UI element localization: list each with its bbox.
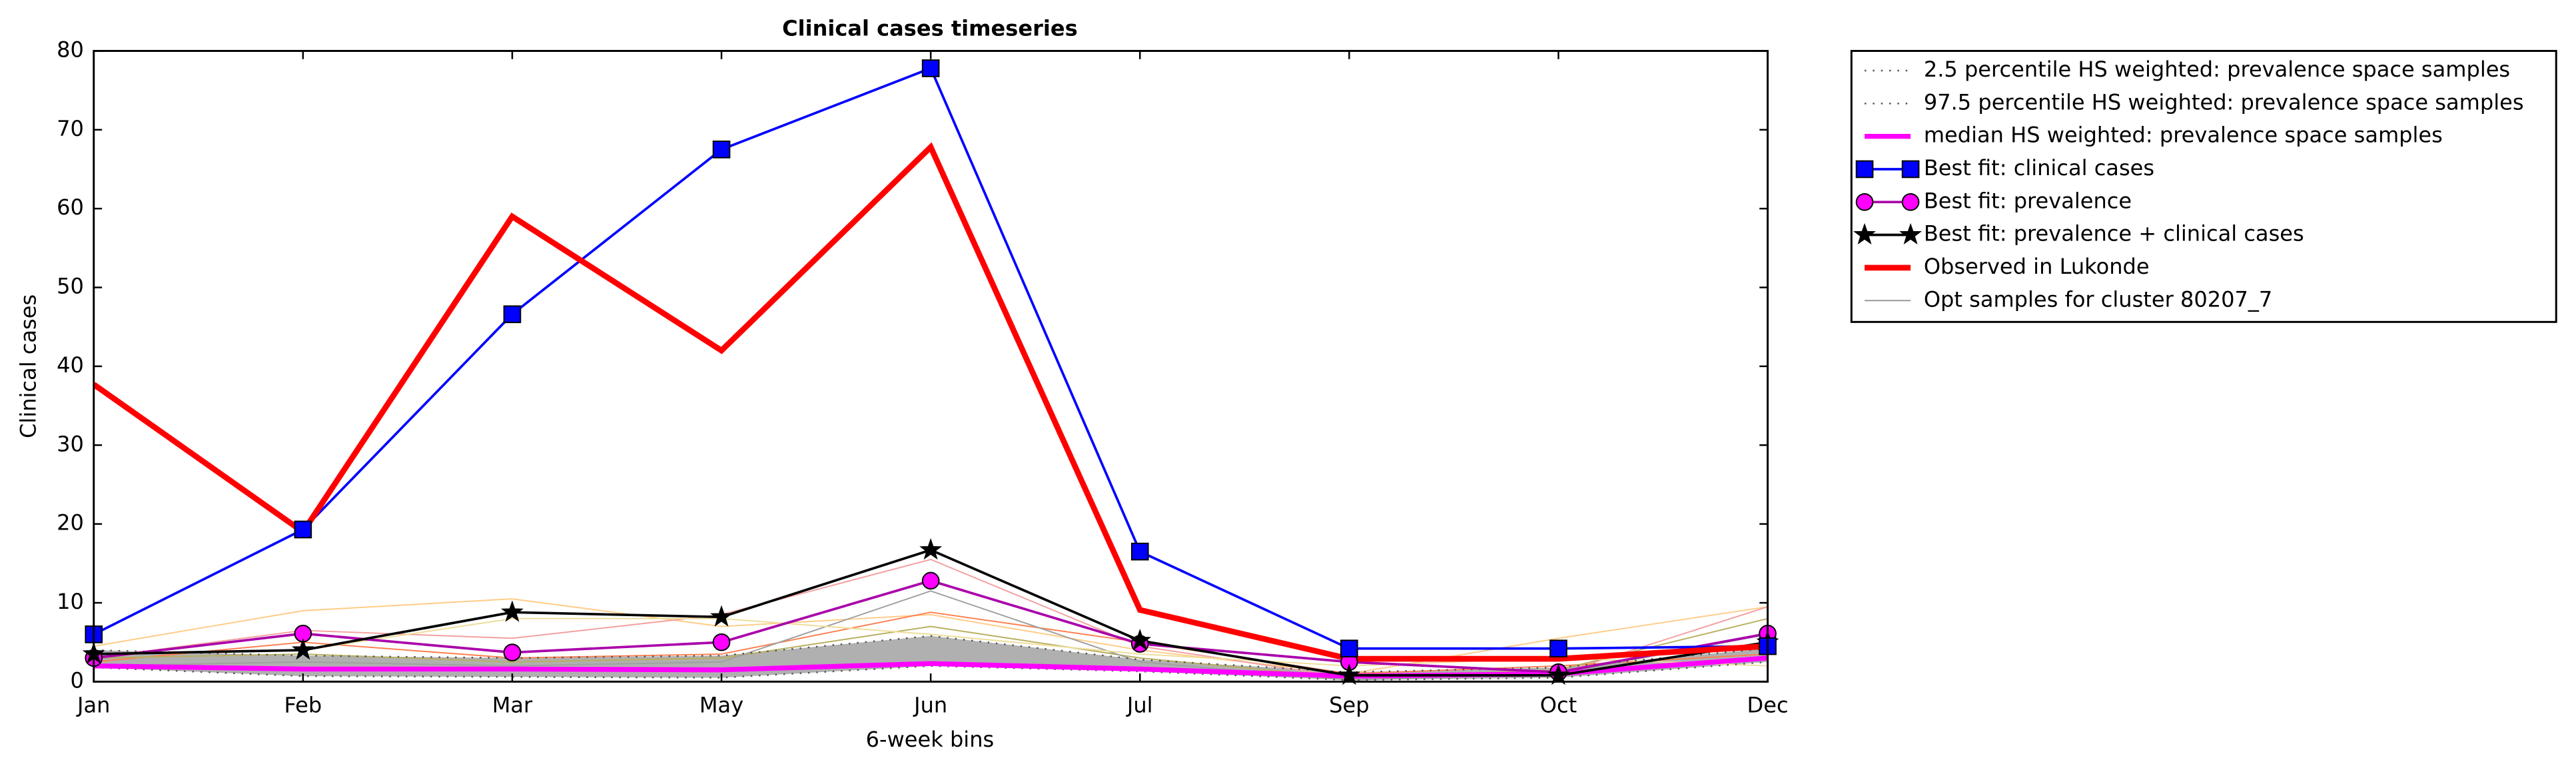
legend-box	[1850, 49, 2557, 323]
marker-star	[1128, 629, 1152, 651]
marker-square	[294, 520, 312, 539]
y-tick-label: 80	[57, 37, 84, 62]
legend-label: 97.5 percentile HS weighted: prevalence …	[1924, 89, 2524, 115]
marker-square	[503, 305, 522, 324]
x-tick-label: Jun	[913, 692, 947, 717]
legend-label: Observed in Lukonde	[1924, 254, 2150, 279]
legend-marker	[1855, 193, 1874, 211]
marker-star	[919, 538, 943, 560]
marker-star	[1547, 663, 1570, 685]
x-tick-label: Dec	[1747, 692, 1789, 717]
legend-marker	[1853, 222, 1876, 245]
y-tick-label: 20	[57, 510, 84, 536]
marker-square	[712, 141, 731, 159]
chart-title: Clinical cases timeseries	[782, 15, 1078, 41]
marker-square	[1130, 542, 1149, 561]
legend-marker	[1899, 222, 1923, 245]
y-axis-label: Clinical cases	[16, 294, 41, 438]
legend-marker	[1855, 160, 1874, 179]
y-tick-label: 50	[57, 274, 84, 299]
marker-star	[710, 605, 733, 627]
marker-star	[291, 638, 314, 660]
x-tick-label: Feb	[284, 692, 322, 717]
marker-circle	[503, 643, 522, 661]
x-tick-label: Mar	[492, 692, 533, 717]
legend-label: Best fit: prevalence + clinical cases	[1924, 221, 2304, 246]
marker-square	[1549, 639, 1567, 657]
legend-label: Best fit: prevalence	[1924, 188, 2132, 213]
legend-marker	[1901, 193, 1920, 211]
marker-circle	[712, 633, 731, 651]
y-tick-label: 30	[57, 431, 84, 456]
x-tick-label: May	[699, 692, 743, 717]
x-tick-label: Jul	[1126, 692, 1153, 717]
legend-label: median HS weighted: prevalence space sam…	[1924, 123, 2443, 148]
x-tick-label: Jan	[76, 692, 110, 717]
marker-star	[501, 600, 524, 622]
plot-frame	[93, 49, 1769, 683]
legend-label: Opt samples for cluster 80207_7	[1924, 286, 2273, 312]
x-axis-label: 6-week bins	[866, 727, 995, 752]
legend-label: Best fit: clinical cases	[1924, 155, 2154, 181]
marker-star	[1338, 663, 1361, 685]
marker-square	[1340, 639, 1358, 657]
series-line	[93, 142, 1768, 662]
legend-label: 2.5 percentile HS weighted: prevalence s…	[1924, 57, 2510, 82]
legend-marker	[1901, 160, 1920, 179]
y-tick-label: 60	[57, 194, 84, 220]
y-tick-label: 0	[71, 667, 84, 693]
marker-circle	[921, 572, 940, 590]
y-tick-label: 10	[57, 589, 84, 614]
x-tick-label: Oct	[1540, 692, 1577, 717]
series-line	[93, 67, 1768, 650]
x-tick-label: Sep	[1329, 692, 1369, 717]
sample-line	[93, 598, 1768, 675]
y-tick-label: 40	[57, 352, 84, 378]
y-tick-label: 70	[57, 116, 84, 141]
marker-square	[921, 59, 940, 77]
